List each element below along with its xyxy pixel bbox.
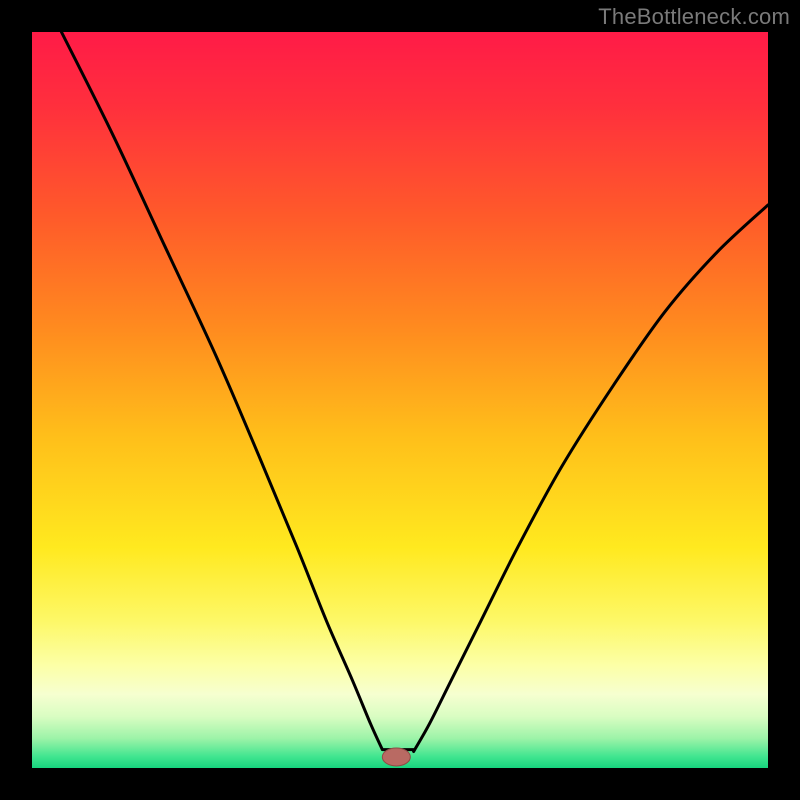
bottleneck-chart — [0, 0, 800, 800]
plot-background — [32, 32, 768, 768]
chart-stage: TheBottleneck.com — [0, 0, 800, 800]
watermark-text: TheBottleneck.com — [598, 4, 790, 30]
minimum-marker — [382, 748, 410, 766]
